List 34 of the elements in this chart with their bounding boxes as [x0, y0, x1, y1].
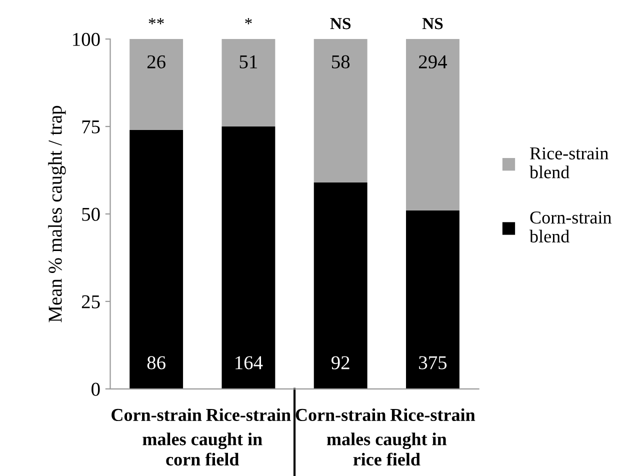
annotation: 92 [331, 356, 350, 370]
annotation: 164 [236, 356, 263, 370]
x-tick-label: Rice-strain [206, 408, 291, 422]
text: ** [148, 18, 164, 24]
text: males caught in rice field [326, 432, 447, 466]
annotation: 86 [147, 356, 166, 370]
bar [314, 39, 368, 182]
legend-label: Rice-strain blend [530, 147, 608, 178]
bar [222, 39, 276, 126]
bar [130, 130, 184, 389]
y-tick-label: 25 [82, 295, 100, 308]
annotation: 375 [419, 356, 447, 370]
annotation: 51 [240, 55, 258, 68]
x-tick-label: Corn-strain [296, 408, 386, 422]
bar [406, 39, 460, 210]
y-axis-title: Mean % males caught / trap [48, 106, 66, 322]
y-tick-label: 0 [92, 382, 100, 396]
text: NS [330, 18, 351, 30]
bar [130, 39, 184, 130]
annotation: 58 [332, 55, 350, 68]
bar [222, 126, 276, 389]
x-tick-label: Corn-strain [112, 408, 202, 422]
text: NS [422, 18, 443, 30]
bar [406, 210, 460, 389]
annotation: 294 [419, 55, 448, 68]
y-tick-label: 50 [82, 208, 100, 221]
x-tick-label: Rice-strain [390, 408, 476, 422]
text: * [245, 18, 252, 24]
bar [314, 182, 368, 389]
y-tick-label: 75 [82, 120, 100, 134]
y-tick-label: 100 [73, 32, 100, 46]
annotation: 26 [147, 55, 166, 68]
legend-label: Corn-strain blend [530, 211, 612, 242]
text: males caught in corn field [142, 432, 262, 466]
